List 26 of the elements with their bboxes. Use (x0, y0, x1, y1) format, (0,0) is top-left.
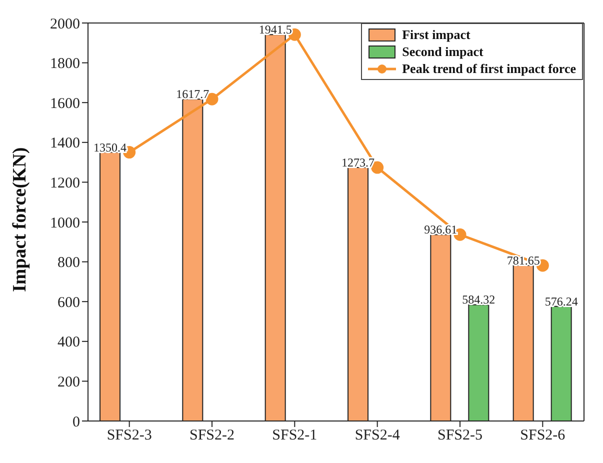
x-tick-label: SFS2-2 (189, 428, 235, 444)
x-tick-label: SFS2-6 (520, 428, 566, 444)
y-tick-label: 1800 (50, 56, 80, 72)
data-label: 1941.5 (258, 22, 292, 37)
y-axis-title: Impact force(KN) (10, 147, 31, 292)
x-tick-label: SFS2-1 (272, 428, 318, 444)
data-label: 1350.4 (94, 140, 126, 154)
y-tick-label: 0 (72, 414, 80, 430)
y-tick-label: 600 (58, 294, 80, 311)
x-tick-label: SFS2-5 (437, 428, 483, 444)
y-tick-label: 1200 (50, 176, 80, 192)
data-label: 584.32 (462, 292, 496, 307)
y-tick-label: 400 (58, 334, 80, 351)
x-tick-label: SFS2-3 (106, 428, 152, 444)
y-tick-label: 200 (58, 374, 80, 391)
y-tick-label: 2000 (50, 16, 80, 32)
data-label: 1617.7 (176, 87, 210, 102)
legend-label: Second impact (402, 43, 484, 60)
y-tick-label: 800 (58, 255, 80, 272)
x-tick-label: SFS2-4 (354, 428, 400, 444)
legend-label: Peak trend of first impact force (402, 60, 576, 77)
y-tick-label: 1400 (50, 136, 80, 152)
legend-label: First impact (402, 26, 470, 43)
y-tick-label: 1000 (50, 215, 80, 232)
data-label: 576.24 (544, 294, 578, 308)
y-tick-label: 1600 (50, 96, 80, 112)
